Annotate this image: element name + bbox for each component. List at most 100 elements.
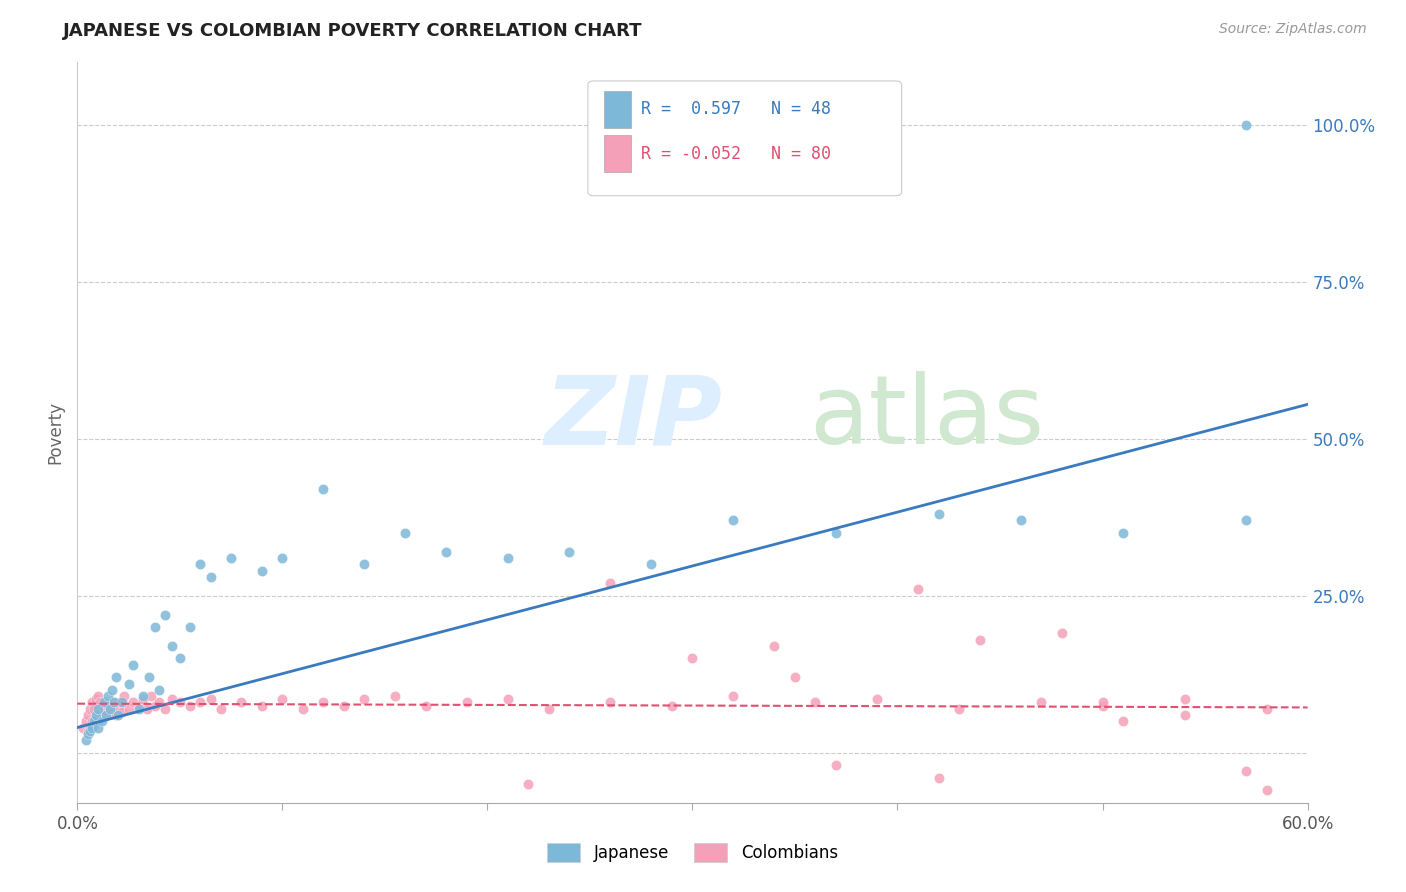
Point — [114, 689, 136, 703]
Point — [188, 558, 212, 572]
Point — [84, 711, 107, 725]
Point — [209, 701, 232, 715]
Y-axis label: Poverty: Poverty — [46, 401, 65, 464]
Point — [160, 692, 183, 706]
Point — [148, 695, 170, 709]
Point — [1029, 695, 1052, 709]
Point — [219, 551, 242, 566]
Point — [84, 708, 107, 723]
Point — [103, 695, 125, 709]
Point — [76, 723, 98, 738]
Point — [80, 714, 103, 729]
Point — [231, 695, 253, 709]
Point — [456, 695, 478, 709]
Point — [333, 698, 356, 713]
Point — [496, 692, 519, 706]
Point — [825, 758, 848, 772]
Point — [1256, 783, 1278, 797]
Point — [763, 639, 786, 653]
Point — [90, 708, 114, 723]
Point — [121, 695, 143, 709]
Point — [825, 526, 848, 541]
Point — [121, 657, 143, 672]
Point — [250, 564, 273, 578]
Point — [312, 482, 335, 496]
Point — [907, 582, 929, 597]
Point — [169, 695, 191, 709]
Point — [97, 698, 120, 713]
Point — [682, 651, 704, 665]
Point — [105, 708, 128, 723]
Text: Source: ZipAtlas.com: Source: ZipAtlas.com — [1219, 22, 1367, 37]
Point — [1174, 708, 1197, 723]
Point — [87, 714, 110, 729]
Point — [128, 701, 150, 715]
Point — [89, 711, 111, 725]
Point — [110, 695, 132, 709]
Point — [723, 689, 745, 703]
Point — [928, 507, 950, 521]
Point — [143, 698, 166, 713]
Point — [200, 692, 222, 706]
Point — [271, 692, 294, 706]
Point — [353, 558, 375, 572]
Point — [160, 639, 183, 653]
Point — [1112, 526, 1135, 541]
Point — [79, 723, 101, 738]
Point — [107, 701, 129, 715]
Point — [271, 551, 294, 566]
Point — [723, 513, 745, 527]
Point — [1174, 692, 1197, 706]
Point — [105, 670, 128, 684]
Point — [141, 689, 163, 703]
Point — [117, 701, 139, 715]
FancyBboxPatch shape — [588, 81, 901, 195]
Point — [107, 708, 129, 723]
Point — [661, 698, 683, 713]
Point — [87, 689, 110, 703]
Point — [640, 558, 662, 572]
Point — [143, 620, 166, 634]
Text: R = -0.052   N = 80: R = -0.052 N = 80 — [641, 145, 831, 162]
Point — [312, 695, 335, 709]
Point — [101, 705, 124, 719]
Point — [179, 620, 201, 634]
Point — [599, 576, 621, 591]
Point — [83, 701, 105, 715]
Point — [1091, 695, 1114, 709]
Point — [89, 695, 111, 709]
Point — [1234, 764, 1257, 779]
Point — [155, 701, 177, 715]
Point — [80, 695, 103, 709]
Point — [75, 733, 97, 747]
Point — [90, 714, 114, 729]
Point — [138, 670, 160, 684]
Text: JAPANESE VS COLOMBIAN POVERTY CORRELATION CHART: JAPANESE VS COLOMBIAN POVERTY CORRELATIO… — [63, 22, 643, 40]
Point — [87, 721, 110, 735]
Point — [98, 701, 121, 715]
Point — [136, 701, 159, 715]
Point — [155, 607, 177, 622]
Bar — [605, 135, 631, 172]
Point — [384, 689, 406, 703]
Point — [948, 701, 970, 715]
Bar — [605, 91, 631, 128]
Point — [80, 721, 103, 735]
Point — [1010, 513, 1032, 527]
Point — [866, 692, 889, 706]
Point — [169, 651, 191, 665]
Point — [928, 771, 950, 785]
Point — [79, 721, 101, 735]
Point — [93, 695, 115, 709]
Point — [599, 695, 621, 709]
Point — [291, 701, 314, 715]
Point — [101, 682, 124, 697]
Point — [97, 689, 120, 703]
Point — [537, 701, 560, 715]
Point — [436, 545, 458, 559]
Point — [83, 714, 105, 729]
Point — [496, 551, 519, 566]
Point — [179, 698, 201, 713]
Point — [79, 701, 101, 715]
Point — [75, 714, 97, 729]
